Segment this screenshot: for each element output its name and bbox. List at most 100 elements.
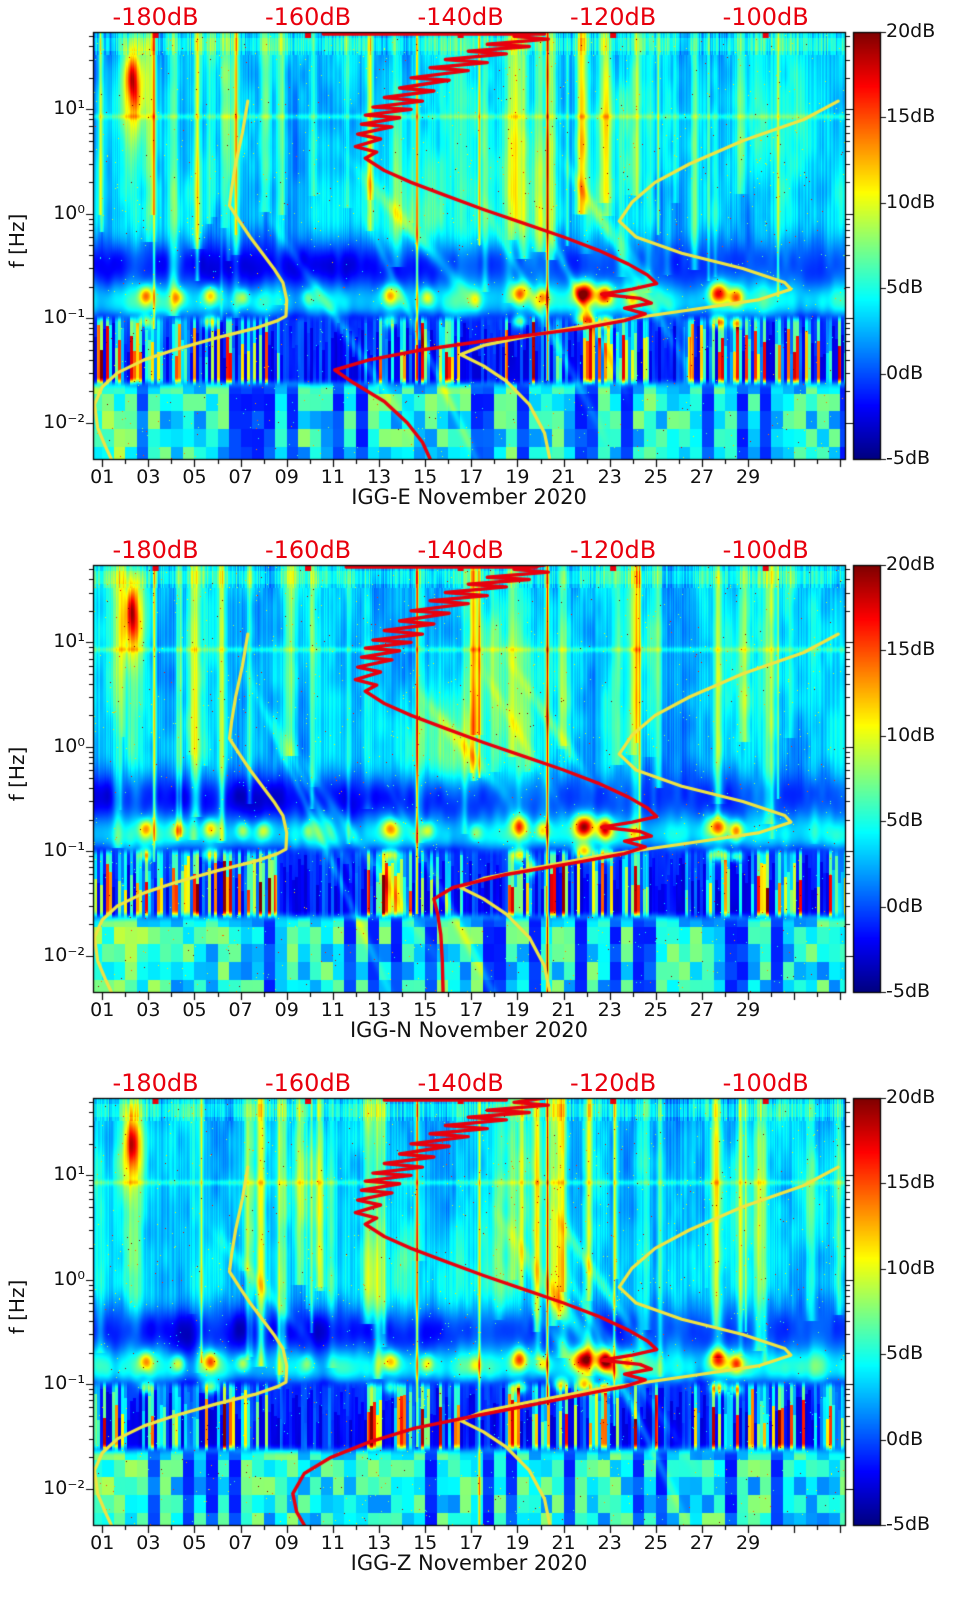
x-tick-label: 09 (274, 999, 299, 1021)
x-tick-label: 15 (413, 999, 438, 1021)
x-tick-label: 21 (551, 466, 576, 488)
x-tick-label: 19 (505, 466, 530, 488)
x-tick-label: 03 (136, 999, 161, 1021)
x-tick-label: 25 (643, 1532, 668, 1554)
top-axis-label: -100dB (722, 3, 809, 31)
x-tick-label: 07 (228, 1532, 253, 1554)
colorbar-tick-label: 5dB (886, 1342, 924, 1365)
top-axis-label: -120dB (570, 3, 657, 31)
x-tick-label: 15 (413, 1532, 438, 1554)
x-tick-label: 05 (182, 466, 207, 488)
x-tick-label: 19 (505, 999, 530, 1021)
colorbar-tick-label: 20dB (886, 1086, 936, 1108)
colorbar-tick-label: 0dB (886, 894, 924, 917)
x-tick-label: 17 (459, 999, 484, 1021)
colorbar-tick-label: 15dB (886, 638, 936, 661)
top-axis-label: -140dB (417, 3, 504, 31)
spectrogram-canvas-igg-n (0, 533, 962, 1066)
x-tick-label: 13 (366, 999, 392, 1021)
colorbar-tick-label: 20dB (886, 553, 936, 575)
top-axis-label: -140dB (417, 536, 504, 564)
y-axis-label: f [Hz] (5, 746, 29, 802)
x-tick-label: 11 (320, 1532, 345, 1554)
y-tick-label: 10⁻² (43, 943, 85, 966)
x-tick-label: 23 (597, 1532, 622, 1554)
colorbar-tick-label: 0dB (886, 361, 924, 384)
top-axis-label: -180dB (112, 1069, 199, 1097)
top-axis-label: -180dB (112, 536, 199, 564)
top-axis-label: -100dB (722, 1069, 809, 1097)
x-tick-label: 23 (597, 466, 622, 488)
x-tick-label: 25 (643, 999, 668, 1021)
y-tick-label: 10⁻¹ (43, 306, 85, 329)
top-axis-label: -180dB (112, 3, 199, 31)
x-tick-label: 13 (366, 1532, 392, 1554)
x-tick-label: 01 (90, 999, 115, 1021)
y-tick-label: 10⁻¹ (43, 1372, 85, 1395)
x-tick-label: 17 (459, 1532, 484, 1554)
x-tick-label: 01 (90, 1532, 115, 1554)
x-tick-label: 29 (736, 1532, 761, 1554)
x-tick-label: 17 (459, 466, 484, 488)
x-tick-label: 11 (320, 999, 345, 1021)
x-axis-label: IGG-E November 2020 (351, 485, 587, 509)
colorbar-tick-label: -5dB (886, 447, 931, 469)
y-tick-label: 10⁰ (53, 1267, 85, 1290)
top-axis-label: -160dB (264, 536, 352, 564)
colorbar-tick-label: 5dB (886, 809, 924, 832)
x-tick-label: 13 (366, 466, 392, 488)
top-axis-label: -160dB (264, 3, 352, 31)
x-tick-label: 23 (597, 999, 622, 1021)
x-tick-label: 07 (228, 466, 253, 488)
spectrogram-canvas-igg-e (0, 0, 962, 533)
y-tick-label: 10⁰ (53, 201, 85, 224)
y-tick-label: 10⁻¹ (43, 839, 85, 862)
colorbar-tick-label: 10dB (886, 190, 936, 213)
y-tick-label: 10⁻² (43, 1476, 85, 1499)
x-tick-label: 21 (551, 1532, 576, 1554)
top-axis-label: -160dB (264, 1069, 352, 1097)
colorbar-tick-label: 15dB (886, 1171, 936, 1194)
y-axis-label: f [Hz] (5, 213, 29, 269)
panel-igg-e: -180dB -160dB -140dB -120dB -100dB 01 03 05 07 09… (0, 0, 962, 533)
colorbar-tick-label: 0dB (886, 1427, 924, 1450)
spectrogram-canvas-igg-z (0, 1066, 962, 1599)
x-tick-label: 03 (136, 466, 161, 488)
top-axis-label: -140dB (417, 1069, 504, 1097)
colorbar-tick-label: 10dB (886, 723, 936, 746)
x-tick-label: 29 (736, 466, 761, 488)
x-tick-label: 09 (274, 466, 299, 488)
top-axis-label: -100dB (722, 536, 809, 564)
x-tick-label: 03 (136, 1532, 161, 1554)
x-tick-label: 19 (505, 1532, 530, 1554)
x-tick-label: 15 (413, 466, 438, 488)
x-tick-label: 27 (689, 466, 715, 488)
y-tick-label: 10⁻² (43, 410, 85, 433)
y-tick-label: 10¹ (53, 97, 85, 120)
colorbar-tick-label: -5dB (886, 1513, 931, 1535)
x-tick-label: 07 (228, 999, 253, 1021)
y-tick-label: 10¹ (53, 630, 85, 653)
colorbar-tick-label: -5dB (886, 980, 931, 1002)
y-axis-label: f [Hz] (5, 1279, 29, 1335)
x-axis-label: IGG-N November 2020 (349, 1018, 589, 1042)
x-tick-label: 27 (689, 999, 715, 1021)
x-tick-label: 29 (736, 999, 761, 1021)
x-tick-label: 05 (182, 999, 207, 1021)
y-tick-label: 10⁰ (53, 734, 85, 757)
colorbar-tick-label: 20dB (886, 20, 936, 42)
x-tick-label: 11 (320, 466, 345, 488)
panel-igg-z: -180dB -160dB -140dB -120dB -100dB 01 03 05 07 09… (0, 1066, 962, 1599)
colorbar-tick-label: 5dB (886, 276, 924, 299)
top-axis-label: -120dB (570, 1069, 657, 1097)
colorbar-tick-label: 15dB (886, 105, 936, 128)
x-tick-label: 21 (551, 999, 576, 1021)
x-tick-label: 09 (274, 1532, 299, 1554)
x-tick-label: 05 (182, 1532, 207, 1554)
panel-igg-n: -180dB -160dB -140dB -120dB -100dB 01 03 05 07 09… (0, 533, 962, 1066)
x-tick-label: 27 (689, 1532, 715, 1554)
top-axis-label: -120dB (570, 536, 657, 564)
colorbar-tick-label: 10dB (886, 1256, 936, 1279)
x-tick-label: 01 (90, 466, 115, 488)
